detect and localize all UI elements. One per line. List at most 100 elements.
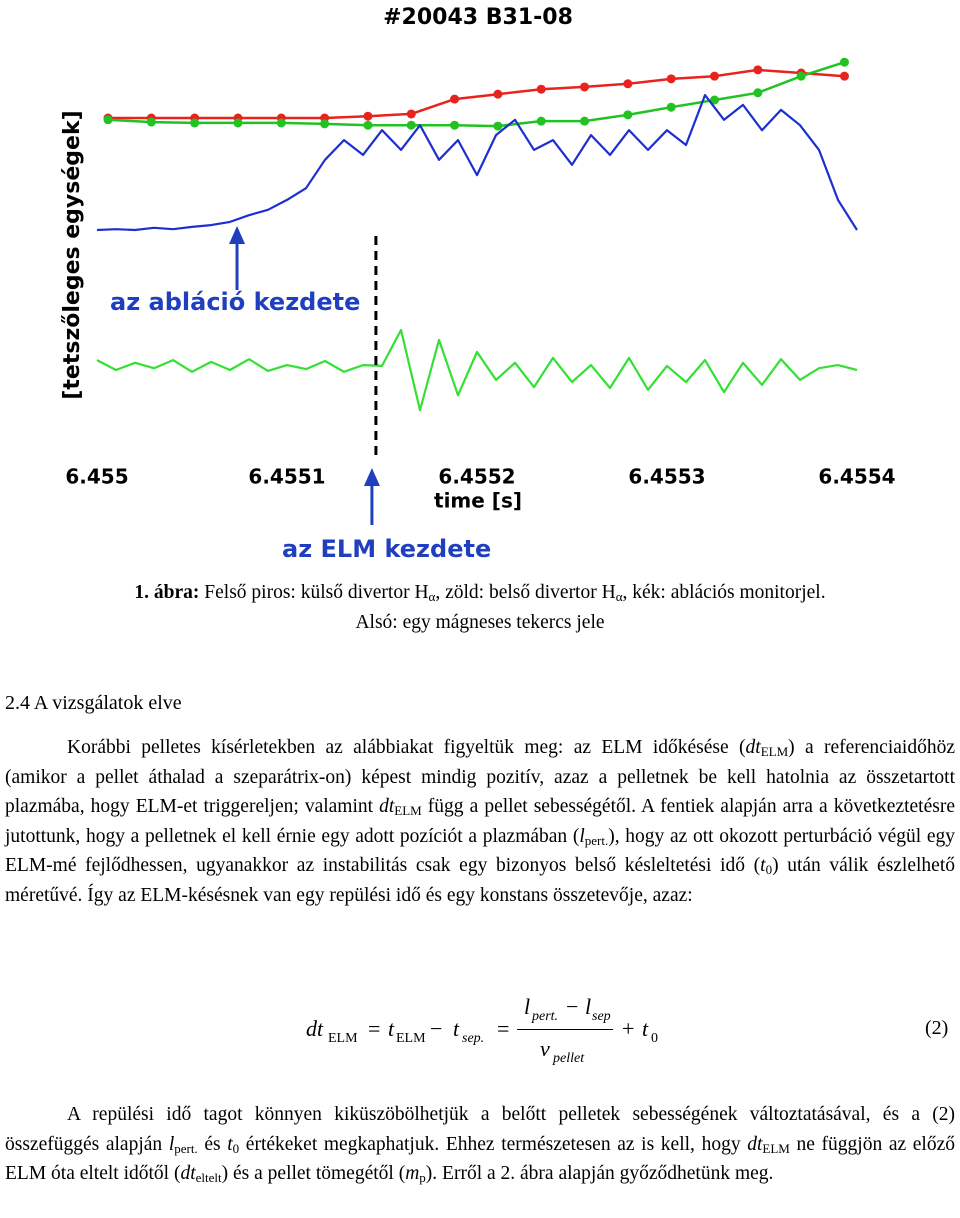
subscript: ELM (394, 803, 422, 819)
eq-symbol: l (524, 994, 531, 1019)
data-point (623, 79, 633, 89)
text-run: A repülési idő tagot könnyen kiküszöbölh… (5, 1104, 955, 1155)
eq-subscript: sep (592, 1009, 611, 1024)
data-point (710, 95, 719, 105)
data-point (450, 120, 460, 130)
italic-symbol: dt (747, 1133, 763, 1155)
eq-symbol: l (585, 994, 592, 1019)
data-point (536, 84, 546, 94)
caption-line: 1. ábra: Felső piros: külső divertor Hα,… (0, 582, 960, 604)
figure: #20043 B31-08 [tetszőleges egységek] tim… (60, 5, 896, 563)
section-heading: 2.4 A vizsgálatok elve (5, 692, 182, 714)
eq-subscript: pert. (532, 1009, 559, 1024)
data-point (406, 109, 416, 119)
eq-operator: = (368, 1016, 381, 1041)
data-point (839, 71, 849, 81)
italic-symbol: l (579, 825, 585, 847)
text-run: Korábbi pelletes kísérletekben az alábbi… (67, 737, 746, 758)
eq-subscript: sep. (462, 1031, 485, 1046)
series-line (107, 61, 845, 128)
subscript: pert. (584, 832, 609, 848)
y-axis-label: [tetszőleges egységek] (60, 110, 85, 399)
eq-number: (2) (925, 1017, 949, 1039)
data-point (580, 82, 590, 92)
data-point (623, 110, 633, 120)
paragraph: Korábbi pelletes kísérletekben az alábbi… (5, 733, 955, 911)
series-line (108, 68, 845, 120)
caption-label: 1. ábra: (134, 582, 200, 603)
eq-symbol: dt (306, 1016, 324, 1041)
data-point (146, 117, 156, 127)
text-run: és (197, 1133, 228, 1155)
eq-subscript: 0 (651, 1031, 658, 1046)
x-tick-label: 6.455 (65, 465, 128, 489)
data-point (666, 74, 676, 84)
subscript: α (428, 589, 436, 604)
annotation: az abláció kezdete (110, 288, 360, 316)
italic-symbol: dt (745, 737, 761, 758)
paragraph: A repülési idő tagot könnyen kiküszöbölh… (5, 1100, 955, 1189)
text-run: ) után válik észlelhető méretűvé. Így az… (5, 855, 955, 906)
subscript: 0 (232, 1140, 240, 1156)
x-axis-label: time [s] (434, 489, 522, 513)
italic-symbol: t (227, 1133, 233, 1155)
text-run: , zöld: belső divertor H (435, 582, 616, 603)
data-point (363, 111, 373, 121)
series-line (96, 328, 858, 412)
data-point (363, 120, 373, 130)
caption-line: Alsó: egy mágneses tekercs jele (0, 612, 960, 634)
data-point (276, 118, 286, 128)
eq-subscript: ELM (396, 1031, 426, 1046)
chart-title: #20043 B31-08 (383, 5, 573, 30)
eq-operator: − (566, 994, 579, 1019)
subscript: α (615, 589, 623, 604)
eq-symbol: v (540, 1036, 550, 1061)
italic-symbol: m (405, 1163, 420, 1185)
eq-operator: − (430, 1016, 443, 1041)
eq-symbol: t (453, 1016, 460, 1041)
data-point (406, 120, 416, 130)
data-point (103, 115, 113, 125)
text-run: Alsó: egy mágneses tekercs jele (355, 612, 605, 633)
text-run: függ a pellet sebességétől. A fentiek al… (5, 796, 955, 847)
eq-symbol: t (642, 1016, 649, 1041)
x-tick-label: 6.4554 (818, 465, 895, 489)
x-tick-label: 6.4552 (438, 465, 515, 489)
text-run: ) és a pellet tömegétől ( (221, 1163, 406, 1185)
subscript: eltelt (195, 1170, 222, 1186)
text-run: , kék: ablációs monitorjel. (622, 582, 826, 603)
x-tick-label: 6.4553 (628, 465, 705, 489)
eq-operator: + (622, 1016, 635, 1041)
data-point (493, 89, 503, 99)
text-run: ), hogy az ott okozott perturbáció végül… (5, 825, 955, 877)
text-run: Felső piros: külső divertor H (199, 582, 429, 603)
subscript: ELM (760, 744, 789, 759)
data-point (493, 121, 503, 131)
data-point (190, 118, 200, 128)
data-point (536, 116, 546, 126)
subscript: pert. (174, 1140, 198, 1156)
eq-symbol: t (388, 1016, 395, 1041)
data-point (320, 119, 330, 129)
text-run: ). Erről a 2. ábra alapján győződhetünk … (425, 1163, 774, 1185)
arrow-head (229, 226, 246, 244)
annotation: az ELM kezdete (282, 535, 491, 563)
subscript: ELM (762, 1140, 790, 1156)
italic-symbol: t (760, 855, 766, 877)
italic-symbol: dt (379, 796, 395, 818)
data-point (796, 71, 806, 81)
data-point (839, 57, 849, 67)
data-point (753, 65, 763, 75)
data-point (233, 118, 243, 128)
data-point (710, 71, 719, 81)
subscript: 0 (765, 862, 773, 878)
arrow-head (363, 468, 380, 486)
eq-operator: = (497, 1016, 510, 1041)
text-run: ) a referenciaidőhöz (amikor a pellet át… (5, 737, 955, 818)
eq-subscript: pellet (553, 1051, 585, 1066)
text-run: értékeket megkaphatjuk. Ehhez természete… (239, 1133, 748, 1155)
eq-subscript: ELM (328, 1031, 358, 1046)
data-point (450, 94, 460, 104)
italic-symbol: l (168, 1133, 175, 1155)
